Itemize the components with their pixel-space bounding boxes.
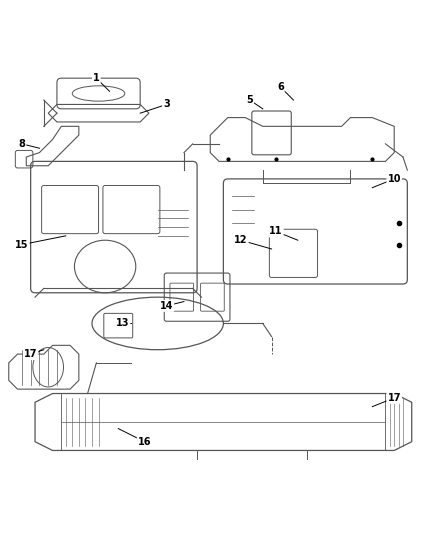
Text: 17: 17 [24, 349, 37, 359]
Text: 14: 14 [160, 301, 173, 311]
Text: 13: 13 [116, 318, 129, 328]
Text: 1: 1 [93, 73, 100, 83]
Text: 11: 11 [269, 227, 283, 237]
Text: 6: 6 [277, 82, 284, 92]
Text: 10: 10 [388, 174, 401, 184]
Text: 5: 5 [246, 95, 253, 105]
Text: 15: 15 [15, 240, 28, 249]
Text: 12: 12 [234, 235, 247, 245]
Text: 16: 16 [138, 437, 151, 447]
Text: 8: 8 [18, 139, 25, 149]
Text: 17: 17 [388, 393, 401, 403]
Text: 3: 3 [163, 100, 170, 109]
